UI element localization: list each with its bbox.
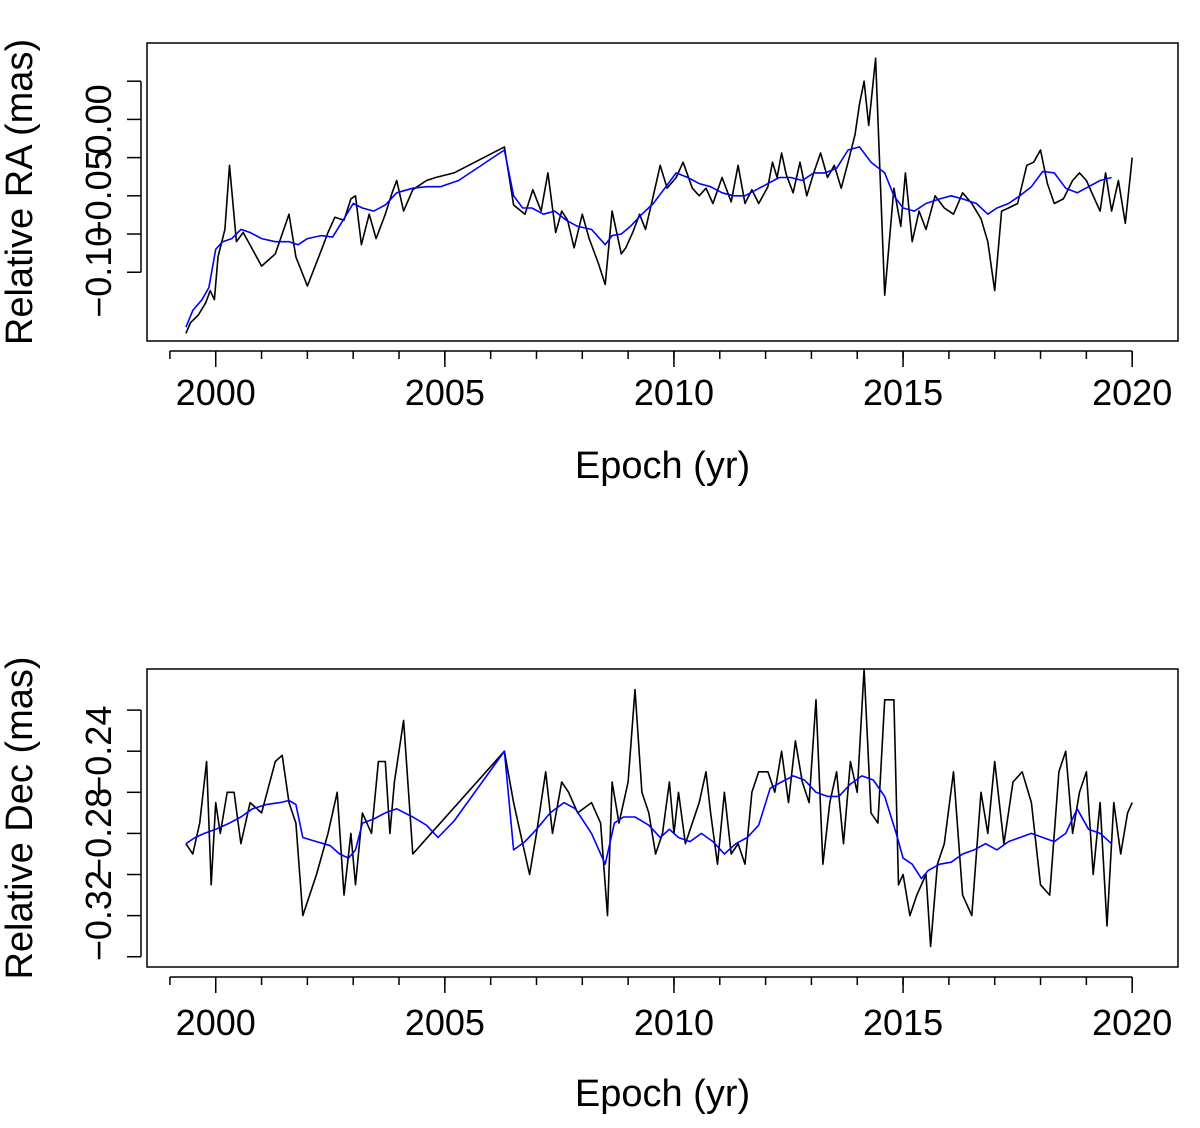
y-tick-label: −0.28 <box>78 788 119 879</box>
x-tick-label: 2005 <box>405 1002 485 1043</box>
series-line-blue <box>185 146 1112 328</box>
y-tick-label: −0.24 <box>78 706 119 797</box>
x-tick-label: 2020 <box>1092 1002 1172 1043</box>
x-tick-label: 2015 <box>863 1002 943 1043</box>
x-tick-label: 2020 <box>1092 372 1172 413</box>
y-axis-title: Relative RA (mas) <box>0 39 41 345</box>
x-tick-label: 2000 <box>176 372 256 413</box>
panel-relative-ra: 2000 2005 2010 2015 2020 Epoch (yr) −0.10−0.05… <box>0 39 1179 487</box>
panel-relative-dec: 2000 2005 2010 2015 2020 Epoch (yr) −0.32−0.28… <box>0 656 1179 1115</box>
x-tick-label: 2010 <box>634 372 714 413</box>
series-line-blue <box>185 750 1113 880</box>
x-tick-label: 2000 <box>176 1002 256 1043</box>
x-tick-label: 2015 <box>863 372 943 413</box>
series-line-black <box>185 668 1133 948</box>
y-tick-label: −0.32 <box>78 870 119 961</box>
plot-frame <box>146 668 1179 968</box>
x-axis-title: Epoch (yr) <box>575 1073 750 1115</box>
y-tick-label: −0.05 <box>78 150 119 241</box>
x-tick-label: 2005 <box>405 372 485 413</box>
y-tick-label: 0.00 <box>78 84 119 154</box>
y-axis-title: Relative Dec (mas) <box>0 656 41 979</box>
plot-frame <box>146 42 1179 342</box>
x-tick-label: 2010 <box>634 1002 714 1043</box>
y-tick-label: −0.10 <box>78 227 119 318</box>
x-axis-title: Epoch (yr) <box>575 445 750 487</box>
